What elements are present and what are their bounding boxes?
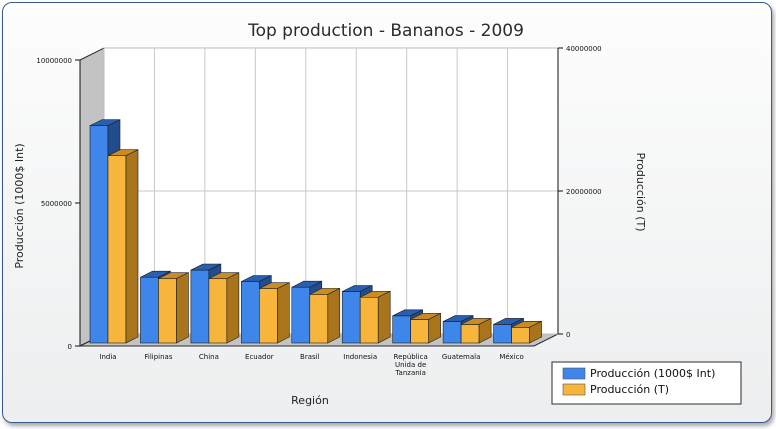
legend-swatch-series-2	[562, 383, 586, 396]
bar-toneladas-front	[410, 319, 429, 344]
bar-toneladas-side	[529, 320, 542, 344]
bar-valor-front	[89, 125, 109, 344]
bar-toneladas-front	[460, 324, 480, 344]
legend: Producción (1000$ Int) Producción (T)	[551, 361, 742, 405]
bar-toneladas-side	[277, 282, 290, 344]
right-tick-label: 40000000	[566, 45, 602, 53]
legend-label-series-2: Producción (T)	[590, 383, 669, 396]
x-tick-label-line: Tanzania	[394, 369, 425, 377]
bar-valor-front	[190, 269, 210, 344]
x-tick-label-line: Brasil	[300, 353, 320, 361]
x-tick-label-line: Unida de	[395, 361, 426, 369]
x-tick-label: Brasil	[300, 353, 320, 361]
bar-toneladas-side	[478, 317, 492, 344]
x-tick-label: Filipinas	[144, 353, 172, 361]
x-tick-label: India	[99, 353, 116, 361]
chart-title: Top production - Bananos - 2009	[247, 21, 524, 41]
right-tick-label: 20000000	[566, 188, 602, 196]
bar-toneladas-front	[208, 278, 228, 344]
x-tick-label: Ecuador	[245, 353, 274, 361]
bar-toneladas-front	[259, 288, 278, 344]
x-tick-label: México	[499, 353, 523, 361]
bar-valor-front	[442, 321, 462, 344]
left-tick-label: 10000000	[36, 57, 72, 65]
x-tick-label-line: Ecuador	[245, 353, 274, 361]
right-tick-label: 0	[566, 331, 570, 339]
bar-toneladas-side	[125, 149, 139, 344]
x-axis-title: Región	[291, 394, 329, 407]
bar-valor-front	[291, 286, 311, 344]
x-tick-label: República Unida de Tanzania	[394, 353, 428, 377]
bar-toneladas-side	[176, 272, 189, 344]
bar-toneladas-side	[377, 290, 391, 344]
bar-valor-front	[493, 324, 512, 344]
y-axis-title-left: Producción (1000$ Int)	[13, 143, 26, 268]
bar-toneladas-front	[309, 294, 329, 344]
x-tick-label: China	[199, 353, 219, 361]
bar-toneladas-front	[158, 278, 177, 344]
bar-toneladas-front	[359, 296, 379, 344]
x-tick-label-line: Indonesia	[343, 353, 377, 361]
x-tick-label: Indonesia	[343, 353, 377, 361]
bar-toneladas-front	[511, 326, 530, 344]
bar-toneladas-side	[428, 312, 441, 344]
legend-label-series-1: Producción (1000$ Int)	[590, 367, 715, 380]
bar-toneladas-side	[226, 272, 240, 344]
bars	[89, 119, 542, 344]
bar-valor-front	[341, 291, 361, 344]
bar-valor-front	[392, 315, 411, 344]
left-tick-label: 5000000	[41, 200, 72, 208]
bar-valor-front	[241, 281, 260, 344]
x-tick-label-line: Guatemala	[442, 353, 481, 361]
left-tick-label: 0	[68, 343, 72, 351]
y-axis-title-right: Producción (T)	[634, 152, 647, 231]
bar-toneladas-side	[327, 287, 341, 344]
x-tick-label-line: México	[499, 353, 523, 361]
x-tick-label-line: Filipinas	[144, 353, 172, 361]
bar-valor-front	[140, 276, 159, 344]
bar-toneladas-front	[107, 155, 127, 344]
x-tick-label: Guatemala	[442, 353, 481, 361]
axes: 0 5000000 10000000 0 20000000 40000000 India Fi…	[36, 45, 601, 377]
x-tick-label-line: República	[394, 353, 428, 361]
x-tick-label-line: China	[199, 353, 219, 361]
x-tick-label-line: India	[99, 353, 116, 361]
legend-swatch-series-1	[562, 367, 586, 380]
